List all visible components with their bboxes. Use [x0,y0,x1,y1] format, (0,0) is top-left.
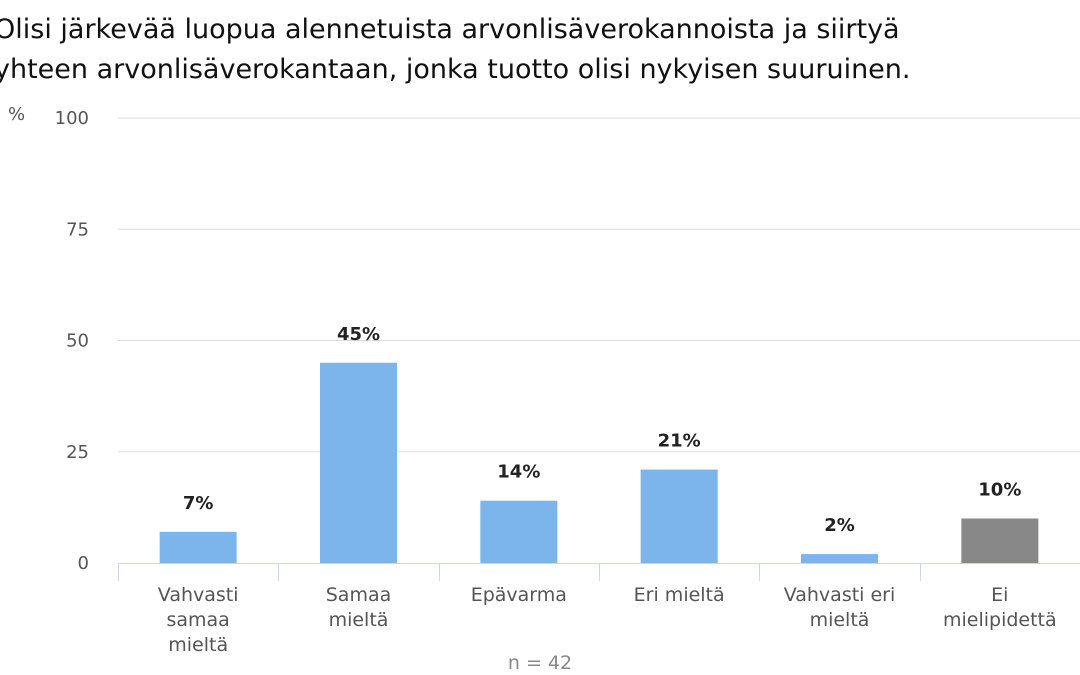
bar-2[interactable] [480,500,558,563]
x-axis: Vahvasti samaa mieltä Samaa mieltä Epävarma Er… [118,563,1080,656]
data-label-2: 14% [497,462,540,483]
category-label-2: Epävarma [471,584,567,606]
data-label-0: 7% [183,493,214,514]
y-axis-unit-label: % [8,104,25,125]
data-label-3: 21% [658,431,701,452]
data-label-5: 10% [978,480,1021,501]
bar-3[interactable] [640,469,718,563]
data-labels: 7% 45% 14% 21% 2% 10% [183,324,1021,536]
data-label-4: 2% [824,515,855,536]
category-label-0: Vahvasti samaa mieltä [158,584,239,656]
bar-1[interactable] [320,362,397,563]
category-label-3: Eri mieltä [634,584,725,606]
bar-4[interactable] [801,554,878,563]
y-tick-label-100: 100 [55,108,89,129]
category-label-4: Vahvasti eri mieltä [784,584,896,631]
chart-title-line-2: yhteen arvonlisäverokantaan, jonka tuott… [0,54,911,85]
chart-title: Olisi järkevää luopua alennetuista arvon… [0,10,1074,90]
bar-0[interactable] [159,531,237,563]
bar-5[interactable] [961,518,1039,564]
y-tick-label-50: 50 [66,331,89,352]
y-tick-label-75: 75 [66,219,89,240]
data-label-1: 45% [337,324,380,345]
sample-size-footnote: n = 42 [508,652,572,674]
gridlines [118,117,1080,453]
y-tick-label-0: 0 [78,553,89,574]
y-tick-label-25: 25 [66,442,89,463]
bars [159,362,1039,564]
category-label-1: Samaa mieltä [326,584,392,631]
y-axis: % 0 25 50 75 100 [8,104,89,574]
category-label-5: Ei mielipidettä [943,584,1057,631]
chart-title-line-1: Olisi järkevää luopua alennetuista arvon… [0,14,900,45]
